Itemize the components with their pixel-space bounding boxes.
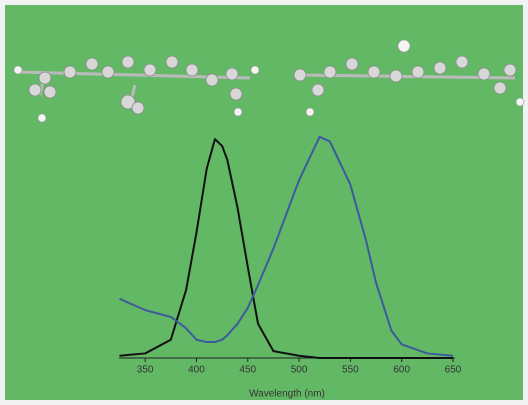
- background: [5, 5, 523, 400]
- x-tick-label: 500: [291, 365, 308, 376]
- x-tick-label: 400: [188, 365, 205, 376]
- x-tick-label: 600: [393, 365, 410, 376]
- x-tick-label: 450: [239, 365, 256, 376]
- x-tick-label: 650: [445, 365, 462, 376]
- x-tick-label: 350: [137, 365, 154, 376]
- figure: Wavelength (nm) 350 400 450 500 550 600 650: [0, 0, 528, 405]
- x-axis-label: Wavelength (nm): [249, 389, 325, 400]
- x-tick-label: 550: [342, 365, 359, 376]
